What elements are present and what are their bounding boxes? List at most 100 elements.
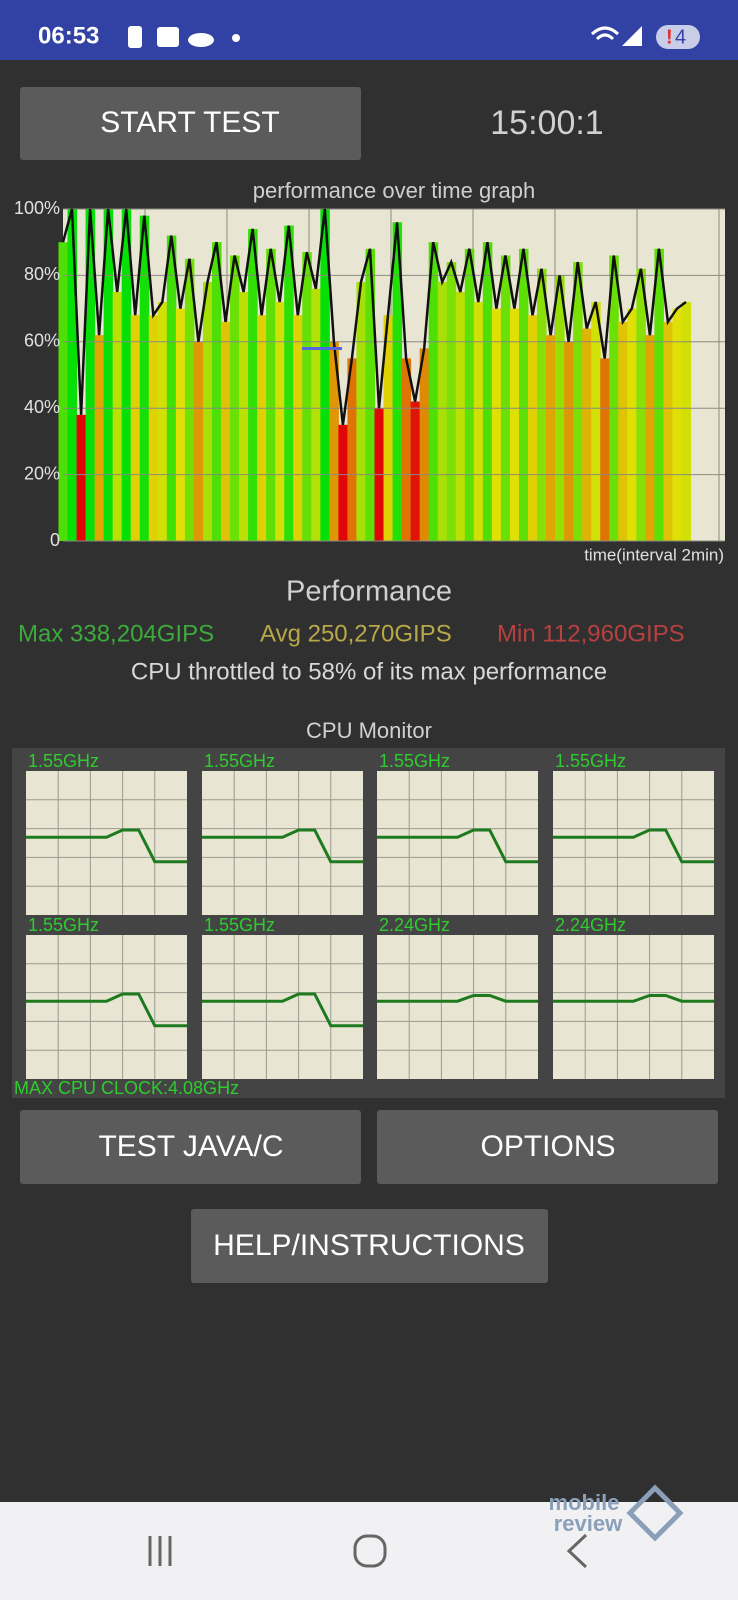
performance-bar (446, 262, 457, 541)
performance-bar (564, 341, 574, 541)
performance-bar (257, 315, 267, 541)
max-stat: Max 338,204GIPS (18, 620, 214, 647)
core-clock-line (553, 828, 714, 864)
performance-bar (248, 228, 258, 542)
performance-bar (591, 301, 601, 541)
performance-bar (573, 262, 583, 541)
performance-bar (139, 215, 150, 541)
core-clock-label: 1.55GHz (204, 751, 275, 771)
performance-bar (518, 248, 529, 541)
home-button[interactable] (353, 1534, 387, 1568)
performance-bar (157, 301, 168, 541)
avg-stat: Avg 250,270GIPS (260, 620, 452, 647)
performance-bar (130, 315, 141, 541)
performance-bar (392, 222, 403, 541)
core-clock-label: 1.55GHz (28, 915, 99, 935)
core-graph (553, 771, 714, 915)
core-clock-line (202, 992, 363, 1028)
core-graph (26, 935, 187, 1079)
core-clock-label: 1.55GHz (28, 751, 99, 771)
battery-level: 4 (675, 26, 686, 48)
performance-bar (94, 335, 105, 541)
start-test-label[interactable]: START TEST (100, 106, 280, 139)
performance-bar (302, 252, 312, 541)
performance-bar (482, 242, 493, 541)
performance-bar (266, 248, 276, 541)
performance-bar (383, 315, 394, 541)
core-clock-label: 1.55GHz (379, 751, 450, 771)
performance-bar (537, 268, 547, 541)
wifi-icon (590, 26, 620, 41)
status-icon (188, 33, 214, 47)
performance-bar (284, 225, 294, 541)
core-clock-label: 2.24GHz (555, 915, 626, 935)
performance-bar (401, 358, 412, 541)
performance-bar (636, 268, 646, 541)
core-clock-line (26, 828, 187, 864)
options-label[interactable]: OPTIONS (480, 1130, 615, 1163)
test-java-label[interactable]: TEST JAVA/C (98, 1130, 283, 1163)
performance-bar (455, 292, 466, 541)
y-tick-label: 20% (24, 463, 60, 483)
performance-bar (546, 335, 556, 541)
performance-bar (681, 301, 692, 541)
performance-bar (175, 308, 186, 541)
performance-bar (58, 242, 69, 541)
performance-bar (85, 209, 96, 541)
core-clock-line (377, 828, 538, 864)
cpu-monitor-title: CPU Monitor (306, 718, 432, 743)
performance-bar (473, 301, 484, 541)
watermark-logo (626, 1484, 684, 1542)
help-button[interactable] (191, 1209, 548, 1283)
chart-title: performance over time graph (253, 178, 535, 203)
performance-bar (121, 209, 132, 541)
performance-bar (609, 255, 619, 542)
core-graph (202, 771, 363, 915)
performance-bar (627, 308, 637, 541)
performance-bar (410, 401, 421, 541)
performance-bar (428, 242, 439, 541)
status-time: 06:53 (38, 22, 99, 49)
performance-bar (654, 248, 664, 541)
performance-bar (329, 341, 339, 541)
performance-bar (338, 424, 348, 541)
core-graph (377, 771, 538, 915)
core-clock-line (202, 828, 363, 864)
recents-button[interactable] (148, 1536, 172, 1566)
performance-bar (500, 255, 511, 542)
back-button[interactable] (566, 1533, 588, 1569)
performance-bar (509, 308, 520, 541)
status-bar (0, 0, 738, 60)
battery-alert: ! (666, 26, 673, 48)
status-icon (128, 26, 142, 48)
options-button[interactable] (377, 1110, 718, 1184)
performance-bar (230, 255, 240, 542)
y-tick-label: 0 (50, 530, 60, 550)
performance-bar (672, 308, 682, 541)
status-icon (157, 27, 179, 47)
performance-bar (645, 335, 655, 541)
start-test-button[interactable] (20, 87, 361, 160)
test-java-button[interactable] (20, 1110, 361, 1184)
core-clock-label: 1.55GHz (555, 751, 626, 771)
help-label[interactable]: HELP/INSTRUCTIONS (213, 1229, 525, 1262)
performance-bar (311, 288, 321, 541)
performance-bar (365, 248, 375, 541)
performance-bar (582, 328, 592, 541)
performance-bar (202, 282, 213, 541)
x-axis-label: time(interval 2min) (584, 545, 724, 564)
performance-bar (221, 321, 231, 541)
performance-bar (76, 414, 87, 541)
performance-bar (193, 341, 204, 541)
performance-bar (275, 301, 285, 541)
core-clock-line (26, 992, 187, 1028)
performance-bar (184, 258, 195, 541)
core-clock-line (553, 994, 714, 1003)
y-tick-label: 100% (14, 198, 60, 218)
core-graph (202, 935, 363, 1079)
performance-bar (239, 292, 249, 541)
performance-bar (67, 209, 78, 541)
watermark: mobile (549, 1490, 620, 1515)
